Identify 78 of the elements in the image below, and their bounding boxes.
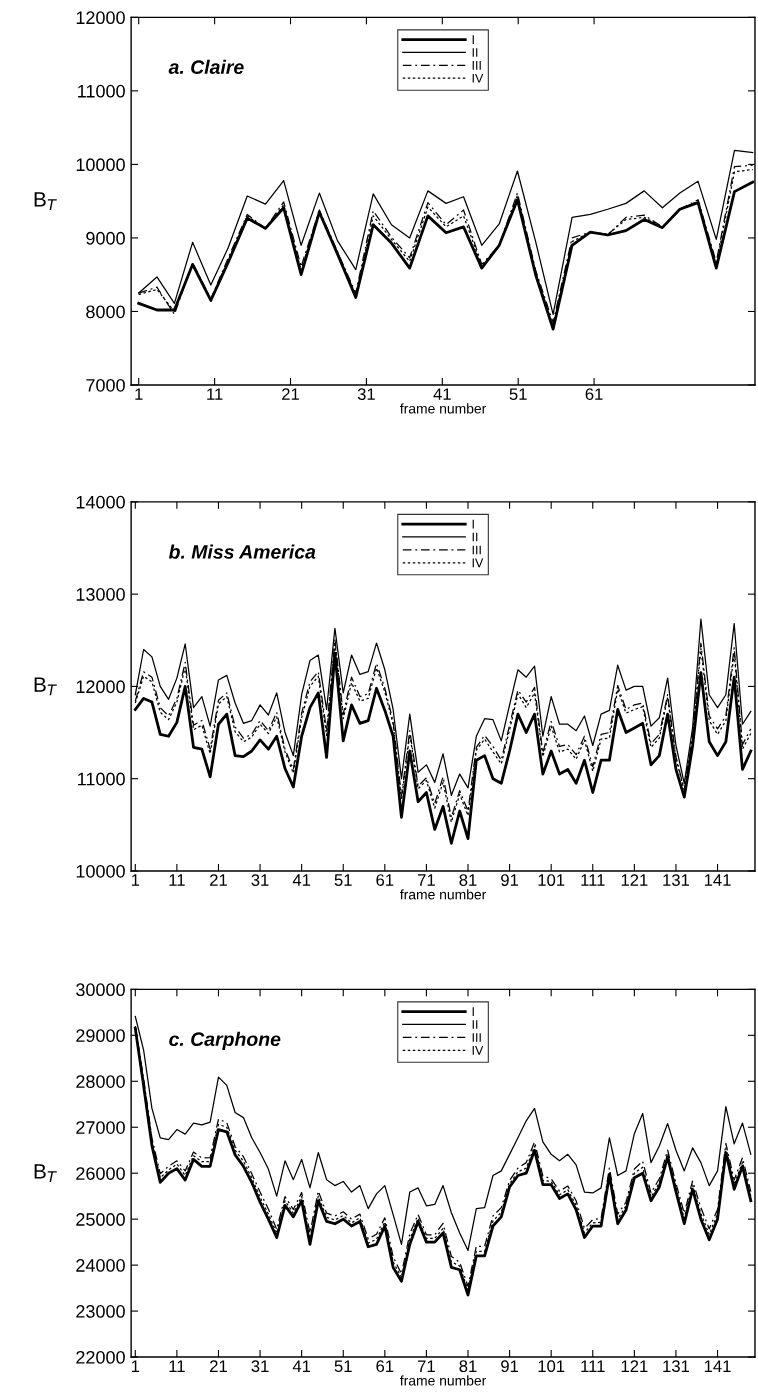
legend-label: III [472,1033,481,1042]
x-tick-label: 61 [376,1360,394,1373]
x-tick-label: 101 [538,1360,565,1373]
x-tick-label: 111 [581,874,605,886]
x-tick-label: 141 [704,874,731,886]
x-tick-label: 41 [433,388,451,400]
x-tick-label: 111 [581,1360,605,1372]
y-tick-label: 29000 [76,1029,125,1043]
y-tick-label: 7000 [86,378,125,392]
y-tick-label: 28000 [76,1075,125,1088]
text: a. Claire [168,59,244,75]
y-axis-title: B$_{T}$ [34,1164,57,1182]
x-tick-label: 31 [251,874,269,886]
text: b. Miss America [168,544,316,559]
x-tick-label: 71 [418,874,435,886]
y-axis-title: B$_{T}$ [34,677,57,696]
y-tick-label: 11000 [78,84,125,98]
x-tick-label: 61 [376,874,394,886]
y-tick-label: 26000 [76,1167,125,1180]
y-tick-label: 10000 [76,864,125,878]
y-tick-label: 27000 [76,1121,125,1134]
x-tick-label: 31 [357,388,375,401]
x-tick-label: 11 [169,1360,185,1372]
x-tick-label: 91 [501,874,519,886]
x-axis-title: frame number [400,1375,487,1386]
x-tick-label: 141 [704,1360,731,1372]
x-tick-label: 121 [621,874,648,886]
x-tick-label: 51 [509,388,527,401]
y-tick-label: 23000 [76,1305,125,1318]
x-tick-label: 1 [131,1360,140,1372]
legend-label: I [472,1007,474,1016]
legend-label: IV [472,74,484,83]
x-tick-label: 21 [210,874,227,886]
x-axis-title: frame number [400,403,487,414]
x-tick-label: 91 [501,1360,519,1373]
x-axis-title: frame number [400,889,487,900]
x-tick-label: 31 [251,1360,269,1373]
x-tick-label: 131 [663,1360,690,1373]
x-tick-label: 21 [210,1360,227,1372]
y-tick-label: 8000 [86,305,125,319]
y-tick-label: 10000 [76,158,125,172]
x-tick-label: 51 [334,1360,352,1373]
x-tick-label: 131 [663,874,690,886]
x-tick-label: 11 [207,388,223,400]
x-tick-label: 71 [418,1360,435,1372]
x-tick-label: 41 [292,1360,311,1372]
y-tick-label: 12000 [76,680,125,694]
y-tick-label: 11000 [78,772,125,786]
legend-label: II [472,532,478,542]
legend-label: III [472,61,481,70]
x-tick-label: 61 [585,388,603,401]
x-tick-label: 41 [292,874,311,886]
x-tick-label: 81 [459,1360,477,1373]
y-axis-title: B$_{T}$ [34,192,57,210]
legend-label: II [472,1020,478,1029]
x-tick-label: 121 [621,1360,648,1372]
x-tick-label: 11 [169,874,185,886]
x-tick-label: 1 [135,388,143,400]
y-tick-label: 22000 [76,1350,125,1364]
x-tick-label: 51 [334,874,352,886]
legend-label: I [472,35,474,44]
x-tick-label: 81 [459,874,477,886]
legend-label: III [472,545,481,555]
y-tick-label: 9000 [86,231,125,245]
y-tick-label: 14000 [76,495,125,509]
y-tick-label: 24000 [76,1259,125,1272]
legend-label: IV [472,558,484,568]
text: c. Carphone [169,1031,281,1050]
legend-label: II [472,48,478,57]
legend-label: I [472,519,474,529]
x-tick-label: 1 [131,874,140,886]
y-tick-label: 12000 [76,11,125,25]
y-tick-label: 13000 [76,588,125,601]
y-tick-label: 30000 [76,983,125,997]
x-tick-label: 101 [538,874,565,886]
y-tick-label: 25000 [76,1213,125,1226]
legend-label: IV [472,1046,484,1055]
x-tick-label: 21 [282,388,299,400]
